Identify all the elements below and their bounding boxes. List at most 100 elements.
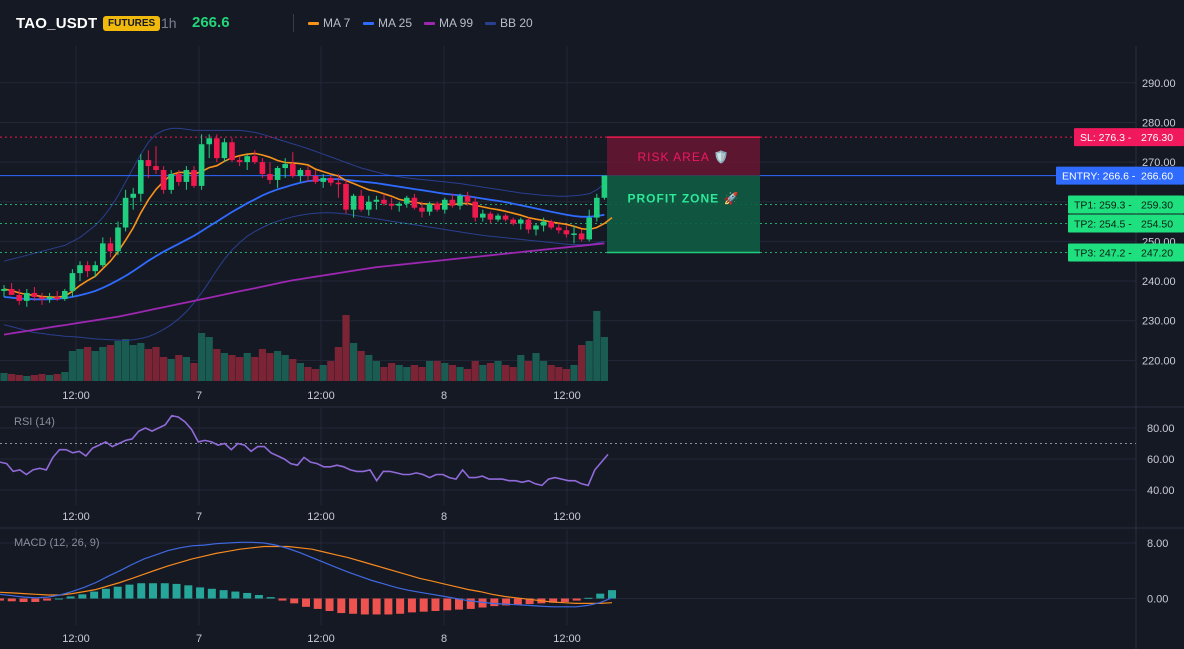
- candle: [563, 225, 570, 238]
- macd-histogram-bar: [231, 591, 240, 599]
- candle: [130, 187, 136, 210]
- volume-bar: [205, 337, 213, 381]
- candle-body: [578, 233, 585, 240]
- candle: [77, 261, 83, 282]
- candle-body: [115, 227, 121, 252]
- volume-bar: [175, 355, 183, 381]
- candle: [160, 166, 167, 194]
- candle: [343, 179, 349, 214]
- legend-ma25[interactable]: MA 25: [363, 16, 412, 30]
- macd-histogram-bar: [525, 598, 534, 605]
- candle-body: [457, 195, 463, 206]
- candle-body: [586, 217, 592, 240]
- tag-value: 254.50: [1141, 219, 1173, 231]
- candle-body: [449, 199, 456, 206]
- volume-bar: [365, 355, 373, 381]
- legend-ma25-label: MA 25: [378, 16, 413, 30]
- candle: [244, 154, 250, 171]
- price-axis[interactable]: 220.00230.00240.00250.00260.00270.00280.…: [1056, 78, 1184, 606]
- volume-bar: [334, 347, 342, 381]
- volume-bar: [274, 351, 282, 381]
- volume-bar: [38, 374, 46, 381]
- volume-bar: [15, 375, 23, 381]
- volume-bar: [585, 341, 593, 381]
- volume-bar: [327, 361, 335, 381]
- candle: [259, 158, 266, 178]
- price-level-tag: TP2: 254.5 - 254.50: [1068, 214, 1184, 233]
- macd-histogram-bar: [196, 587, 205, 599]
- rsi-pane[interactable]: RSI (14): [0, 414, 1136, 487]
- candle: [449, 193, 456, 208]
- candle-body: [563, 230, 570, 235]
- macd-histogram-bar: [90, 591, 99, 599]
- time-tick-label: 8: [441, 511, 447, 523]
- macd-histogram-bar: [560, 598, 569, 602]
- volume-bar: [517, 355, 525, 381]
- candle: [46, 292, 53, 303]
- tag-background: [1068, 214, 1184, 233]
- macd-histogram-bar: [184, 585, 193, 599]
- candle: [586, 209, 592, 242]
- volume-bar: [555, 367, 563, 381]
- legend-bb20[interactable]: BB 20: [485, 16, 533, 30]
- legend-ma7[interactable]: MA 7: [308, 16, 350, 30]
- legend-ma99[interactable]: MA 99: [424, 16, 473, 30]
- macd-pane[interactable]: MACD (12, 26, 9): [0, 537, 616, 615]
- interval-label[interactable]: 1h: [161, 15, 177, 31]
- time-tick-label: 12:00: [307, 633, 335, 645]
- header-divider: [293, 14, 294, 32]
- macd-line: [0, 541, 613, 608]
- candle: [69, 269, 76, 297]
- time-tick-label: 7: [196, 390, 202, 402]
- volume-bar: [91, 351, 99, 381]
- candle-body: [107, 243, 114, 252]
- candle: [487, 211, 494, 224]
- candle-body: [130, 193, 136, 198]
- rsi-tick-label: 80.00: [1147, 423, 1175, 435]
- candle: [252, 150, 258, 165]
- tag-label: TP2: 254.5 -: [1074, 219, 1132, 231]
- volume-bar: [540, 361, 548, 381]
- candle: [221, 138, 228, 163]
- volume-bar: [258, 349, 266, 381]
- tag-value: 276.30: [1141, 132, 1173, 144]
- candle: [214, 134, 220, 163]
- candle: [107, 237, 114, 258]
- volume-bar: [350, 343, 358, 381]
- candle-body: [100, 243, 106, 266]
- candle: [328, 175, 334, 186]
- candle: [168, 170, 174, 194]
- candle: [396, 201, 402, 212]
- macd-signal-line: [0, 545, 613, 604]
- macd-histogram-bar: [313, 598, 322, 609]
- macd-histogram-bar: [384, 598, 393, 615]
- candle: [8, 283, 15, 295]
- price-pane[interactable]: RISK AREA 🛡️ PROFIT ZONE 🚀: [0, 127, 1136, 381]
- macd-histogram-bar: [596, 593, 605, 599]
- macd-histogram-bar: [172, 583, 181, 599]
- candle: [305, 166, 311, 182]
- candle: [442, 197, 448, 214]
- ma99-line: [3, 242, 605, 336]
- candle: [548, 219, 554, 230]
- volume-bar: [106, 345, 114, 381]
- volume-bar: [122, 339, 130, 381]
- candle-body: [328, 177, 334, 183]
- bb-upper-line: [3, 127, 605, 262]
- tag-label: TP1: 259.3 -: [1074, 200, 1132, 212]
- rsi-tick-label: 40.00: [1147, 485, 1175, 497]
- volume-bar: [464, 369, 472, 381]
- candle-body: [343, 183, 349, 210]
- price-level-tag: TP3: 247.2 - 247.20: [1068, 243, 1184, 262]
- ma25-line: [3, 178, 605, 301]
- candle: [198, 134, 205, 190]
- symbol-label[interactable]: TAO_USDT: [16, 15, 98, 32]
- volume-bar: [114, 341, 122, 381]
- candle: [297, 168, 304, 182]
- candle-body: [350, 195, 357, 210]
- macd-histogram-bar: [502, 598, 511, 606]
- candle-body: [236, 160, 243, 163]
- volume-bar: [342, 315, 350, 381]
- candle-body: [495, 215, 501, 220]
